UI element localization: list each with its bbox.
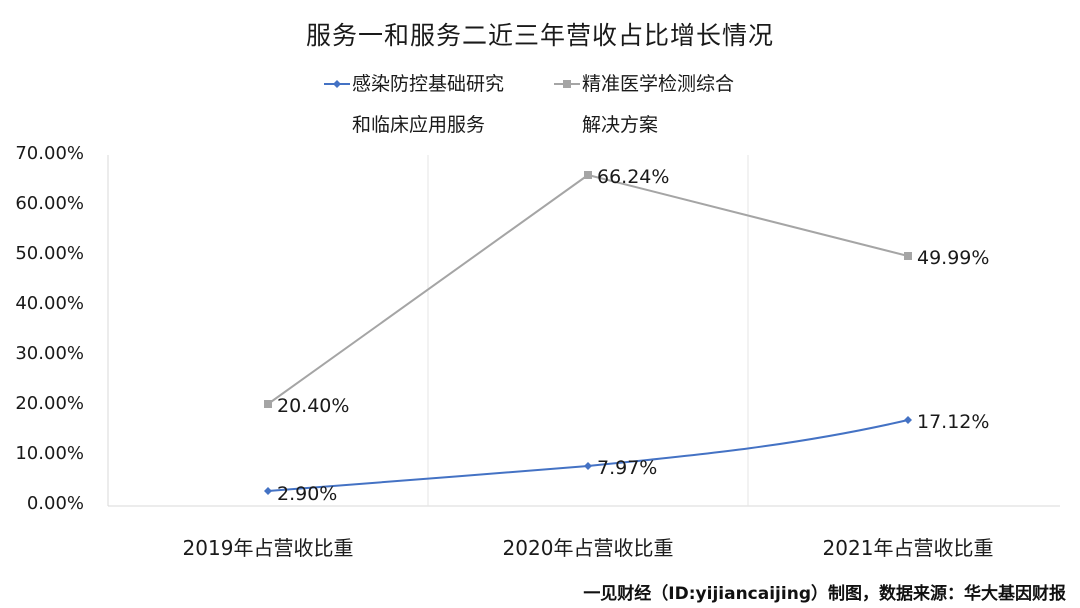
series-2-point-2020 <box>584 171 592 179</box>
data-label-s2-2021: 49.99% <box>917 247 989 269</box>
series-1-line <box>267 419 909 492</box>
data-label-s2-2019: 20.40% <box>277 395 349 417</box>
data-label-s1-2020: 7.97% <box>597 457 657 479</box>
y-tick-60: 60.00% <box>15 193 84 214</box>
series-2-point-2021 <box>904 252 912 260</box>
y-tick-40: 40.00% <box>15 293 84 314</box>
series-2-point-2019 <box>264 400 272 408</box>
chart-title: 服务一和服务二近三年营收占比增长情况 <box>305 21 774 50</box>
source-footer: 一见财经（ID:yijiancaijing）制图，数据来源：华大基因财报 <box>583 584 1066 604</box>
series-2-line <box>267 173 909 405</box>
series-1-point-2019 <box>264 487 272 495</box>
x-tick-2020: 2020年占营收比重 <box>502 536 674 560</box>
y-tick-10: 10.00% <box>15 443 84 464</box>
y-tick-30: 30.00% <box>15 343 84 364</box>
y-tick-20: 20.00% <box>15 393 84 414</box>
x-tick-2021: 2021年占营收比重 <box>822 536 994 560</box>
series-1-point-2020 <box>584 462 592 470</box>
legend-label-series-1-line2: 和临床应用服务 <box>352 114 486 136</box>
legend-label-series-2-line1: 精准医学检测综合 <box>582 73 735 95</box>
y-tick-0: 0.00% <box>26 493 84 514</box>
y-tick-70: 70.00% <box>15 143 84 164</box>
series-1-point-2021 <box>904 416 912 424</box>
legend-label-series-1-line1: 感染防控基础研究 <box>352 73 505 95</box>
data-label-s2-2020: 66.24% <box>597 166 669 188</box>
data-label-s1-2021: 17.12% <box>917 411 989 433</box>
legend-label-series-2-line2: 解决方案 <box>582 114 659 136</box>
legend-marker-series-1-icon <box>324 80 350 88</box>
legend-marker-series-2-icon <box>554 80 580 88</box>
data-label-s1-2019: 2.90% <box>277 483 337 505</box>
y-tick-50: 50.00% <box>15 243 84 264</box>
x-tick-2019: 2019年占营收比重 <box>182 536 354 560</box>
